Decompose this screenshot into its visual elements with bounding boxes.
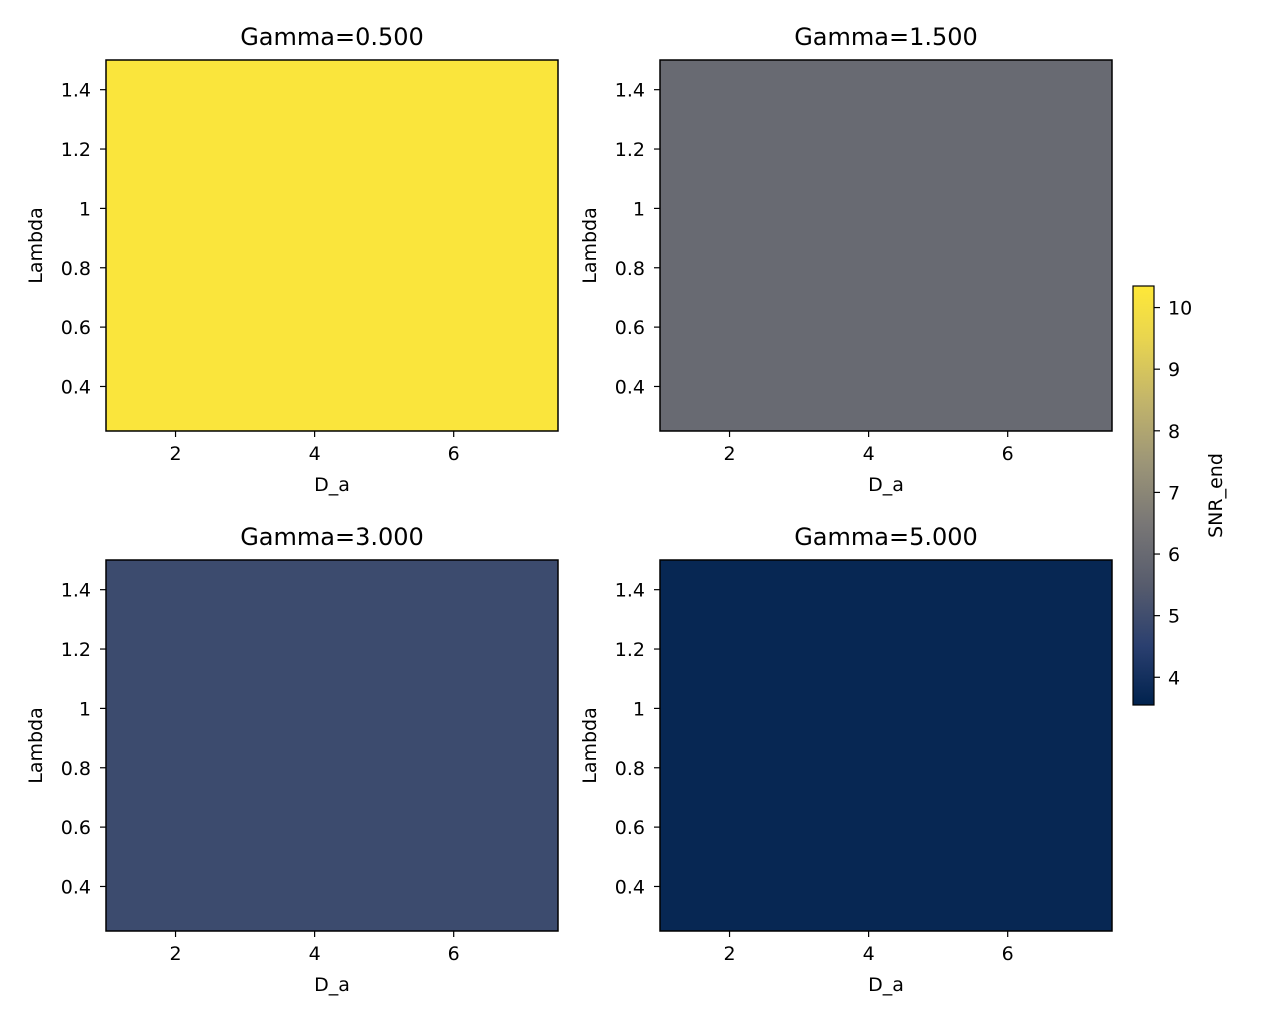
y-tick-label: 0.8 (61, 758, 91, 780)
y-tick-label: 0.6 (61, 317, 91, 339)
x-axis-label: D_a (314, 974, 350, 996)
y-tick-label: 0.6 (61, 817, 91, 839)
y-tick-label: 0.8 (61, 258, 91, 280)
x-tick-label: 4 (863, 943, 875, 965)
heatmap-cell (106, 560, 558, 931)
heatmap-panel: Gamma=0.500 2 4 6 0.4 0.6 0.8 1 1.2 1.4 D_a Lambda (25, 23, 559, 496)
x-tick-label: 6 (1002, 943, 1014, 965)
panel-title: Gamma=3.000 (240, 523, 424, 551)
axes-frame (105, 59, 559, 432)
y-tick-label: 0.4 (615, 876, 645, 898)
y-axis-label: Lambda (25, 707, 47, 784)
heatmap-cell (660, 560, 1112, 931)
x-axis-label: D_a (314, 474, 350, 496)
y-tick-label: 1.4 (615, 580, 645, 602)
heatmap-panel: Gamma=1.500 2 4 6 0.4 0.6 0.8 1 1.2 1.4 D_a Lambda (579, 23, 1113, 496)
y-tick-label: 1.4 (61, 580, 91, 602)
x-tick-label: 4 (309, 943, 321, 965)
y-tick-label: 1.4 (61, 80, 91, 102)
y-tick-label: 0.4 (615, 376, 645, 398)
y-tick-label: 0.8 (615, 258, 645, 280)
y-tick-label: 0.8 (615, 758, 645, 780)
y-tick-label: 1.4 (615, 80, 645, 102)
y-tick-label: 0.4 (61, 876, 91, 898)
axes-frame (659, 559, 1113, 932)
x-tick-label: 2 (169, 943, 181, 965)
colorbar-frame (1132, 285, 1155, 706)
panel-title: Gamma=1.500 (794, 23, 978, 51)
colorbar-tick-label: 5 (1168, 606, 1180, 628)
x-tick-label: 2 (723, 943, 735, 965)
y-tick-label: 0.6 (615, 817, 645, 839)
colorbar-tick-label: 6 (1168, 544, 1180, 566)
colorbar-label: SNR_end (1205, 453, 1227, 538)
y-tick-label: 1 (79, 698, 91, 720)
x-tick-label: 6 (448, 443, 460, 465)
colorbar: 4 5 6 7 8 9 10 SNR_end (1132, 285, 1227, 706)
x-tick-label: 4 (309, 443, 321, 465)
colorbar-tick-label: 4 (1168, 667, 1180, 689)
x-tick-label: 2 (169, 443, 181, 465)
y-tick-label: 1.2 (615, 639, 645, 661)
panel-title: Gamma=0.500 (240, 23, 424, 51)
y-tick-label: 0.4 (61, 376, 91, 398)
y-axis-label: Lambda (579, 707, 601, 784)
axes-frame (659, 59, 1113, 432)
y-tick-label: 1 (633, 698, 645, 720)
x-tick-label: 6 (1002, 443, 1014, 465)
x-axis-label: D_a (868, 474, 904, 496)
x-axis-label: D_a (868, 974, 904, 996)
y-tick-label: 1 (79, 198, 91, 220)
y-tick-label: 1.2 (61, 639, 91, 661)
heatmap-cell (660, 60, 1112, 431)
y-tick-label: 1.2 (61, 139, 91, 161)
y-tick-label: 1.2 (615, 139, 645, 161)
x-tick-label: 6 (448, 943, 460, 965)
heatmap-panel: Gamma=5.000 2 4 6 0.4 0.6 0.8 1 1.2 1.4 D_a Lambda (579, 523, 1113, 996)
colorbar-tick-label: 7 (1168, 482, 1180, 504)
y-tick-label: 1 (633, 198, 645, 220)
y-axis-label: Lambda (579, 207, 601, 284)
axes-frame (105, 559, 559, 932)
x-tick-label: 2 (723, 443, 735, 465)
colorbar-tick-label: 10 (1168, 298, 1192, 320)
y-axis-label: Lambda (25, 207, 47, 284)
colorbar-tick-label: 8 (1168, 421, 1180, 443)
heatmap-panel: Gamma=3.000 2 4 6 0.4 0.6 0.8 1 1.2 1.4 D_a Lambda (25, 523, 559, 996)
colorbar-gradient (1133, 286, 1154, 705)
y-tick-label: 0.6 (615, 317, 645, 339)
panel-title: Gamma=5.000 (794, 523, 978, 551)
x-tick-label: 4 (863, 443, 875, 465)
heatmap-cell (106, 60, 558, 431)
colorbar-tick-label: 9 (1168, 359, 1180, 381)
